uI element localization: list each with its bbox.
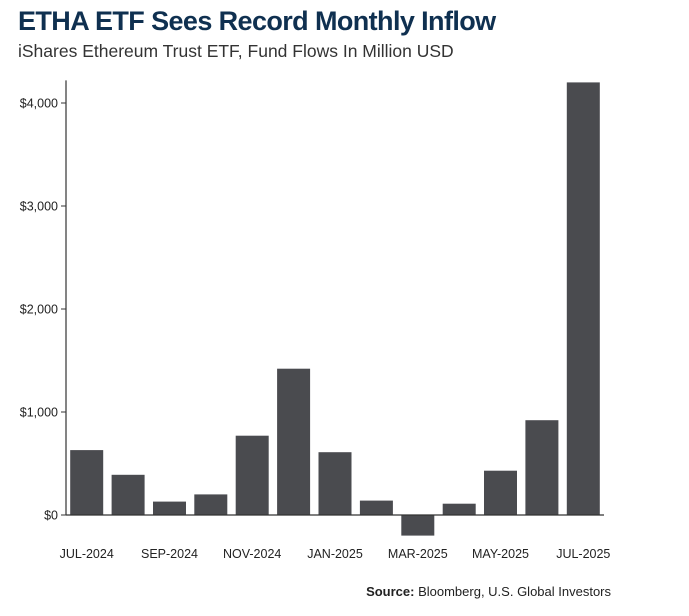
bar-jan-2025 xyxy=(318,452,352,515)
source-label: Source: xyxy=(366,584,415,599)
y-tick-label: $4,000 xyxy=(20,97,58,111)
bar-jul-2025 xyxy=(566,82,600,516)
y-tick-label: $0 xyxy=(44,509,58,523)
axes-group xyxy=(65,80,604,516)
bar-sep-2024 xyxy=(153,501,186,515)
x-tick-label: JUL-2024 xyxy=(60,547,114,561)
chart-title: ETHA ETF Sees Record Monthly Inflow xyxy=(18,6,496,36)
y-tick-label: $1,000 xyxy=(20,406,58,420)
x-tick-label: NOV-2024 xyxy=(223,547,281,561)
x-tick-label: JAN-2025 xyxy=(307,547,363,561)
y-tick-label: $3,000 xyxy=(20,200,58,214)
bar-feb-2025 xyxy=(359,500,393,515)
y-tick-label: $2,000 xyxy=(20,303,58,317)
bar-aug-2024 xyxy=(111,474,145,515)
bar-oct-2024 xyxy=(194,494,228,515)
x-tick-label: MAR-2025 xyxy=(388,547,448,561)
bar-may-2025 xyxy=(484,470,517,515)
x-tick-label: MAY-2025 xyxy=(472,547,529,561)
bar-jul-2024 xyxy=(70,450,104,515)
chart-subtitle: iShares Ethereum Trust ETF, Fund Flows I… xyxy=(18,41,454,61)
bar-jun-2025 xyxy=(525,420,559,515)
bar-apr-2025 xyxy=(442,503,476,515)
x-tick-label: JUL-2025 xyxy=(556,547,610,561)
x-tick-label: SEP-2024 xyxy=(141,547,198,561)
bar-dec-2024 xyxy=(277,368,311,515)
bar-mar-2025 xyxy=(401,515,435,536)
source-note: Source: Bloomberg, U.S. Global Investors xyxy=(366,584,611,599)
bar-nov-2024 xyxy=(235,435,269,515)
y-ticks-group: $0 $1,000 $2,000 $3,000 $4,000 xyxy=(20,97,66,523)
source-text: Bloomberg, U.S. Global Investors xyxy=(414,584,611,599)
x-ticks-group: JUL-2024 SEP-2024 NOV-2024 JAN-2025 MAR-2025… xyxy=(60,547,611,561)
bars-group xyxy=(70,82,600,536)
